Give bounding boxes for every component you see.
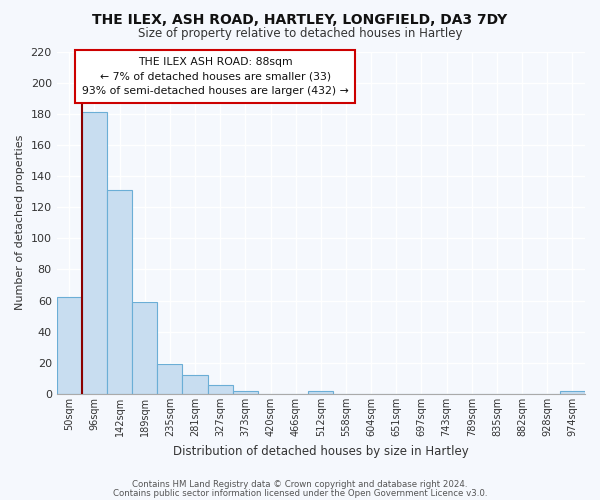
Text: THE ILEX ASH ROAD: 88sqm
← 7% of detached houses are smaller (33)
93% of semi-de: THE ILEX ASH ROAD: 88sqm ← 7% of detache… xyxy=(82,56,349,96)
Text: Contains public sector information licensed under the Open Government Licence v3: Contains public sector information licen… xyxy=(113,488,487,498)
X-axis label: Distribution of detached houses by size in Hartley: Distribution of detached houses by size … xyxy=(173,444,469,458)
Bar xyxy=(157,364,182,394)
Bar xyxy=(308,391,334,394)
Bar xyxy=(560,391,585,394)
Bar xyxy=(182,376,208,394)
Bar xyxy=(107,190,132,394)
Text: Contains HM Land Registry data © Crown copyright and database right 2024.: Contains HM Land Registry data © Crown c… xyxy=(132,480,468,489)
Bar xyxy=(208,384,233,394)
Text: Size of property relative to detached houses in Hartley: Size of property relative to detached ho… xyxy=(138,28,462,40)
Bar xyxy=(56,298,82,394)
Bar xyxy=(132,302,157,394)
Text: THE ILEX, ASH ROAD, HARTLEY, LONGFIELD, DA3 7DY: THE ILEX, ASH ROAD, HARTLEY, LONGFIELD, … xyxy=(92,12,508,26)
Bar xyxy=(233,391,258,394)
Bar xyxy=(82,112,107,394)
Y-axis label: Number of detached properties: Number of detached properties xyxy=(15,135,25,310)
